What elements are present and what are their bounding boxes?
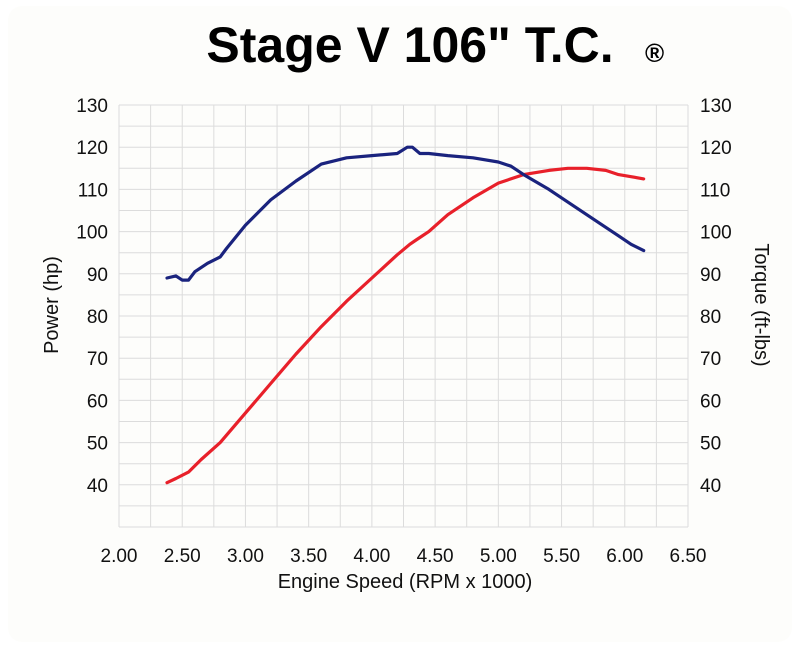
y-tick-label-left: 80 [87,307,108,328]
y-tick-label-left: 40 [87,476,108,497]
chart-title: Stage V 106" T.C. [206,17,613,73]
tick-labels: 2.00 2.50 3.00 3.50 4.00 4.50 5.00 5.50 6.00 6.50… [76,96,731,567]
registered-mark: ® [645,38,664,68]
y-tick-label-right: 70 [700,349,721,370]
series-line-1 [165,145,646,282]
chart-card [8,6,792,642]
y-tick-label-right: 110 [700,180,730,201]
y-axis-label-right: Torque (ft-lbs) [750,243,772,366]
x-tick-label: 4.50 [417,546,454,567]
y-tick-label-left: 70 [87,349,108,370]
y-tick-label-right: 130 [700,96,732,117]
y-tick-label-right: 80 [700,307,721,328]
x-tick-label: 3.50 [290,546,327,567]
y-axis-label-left: Power (hp) [41,256,63,354]
y-tick-label-right: 100 [700,223,732,244]
x-tick-label: 6.00 [606,546,643,567]
x-axis-label: Engine Speed (RPM x 1000) [278,571,533,593]
y-tick-label-right: 90 [700,265,721,286]
x-tick-label: 6.50 [670,546,707,567]
y-tick-label-left: 50 [87,434,108,455]
x-tick-label: 2.50 [164,546,201,567]
y-tick-label-right: 60 [700,391,721,412]
y-tick-label-left: 100 [76,223,108,244]
y-tick-label-left: 90 [87,265,108,286]
x-tick-label: 4.00 [353,546,390,567]
y-tick-label-left: 130 [76,96,108,117]
y-tick-label-right: 50 [700,434,721,455]
x-tick-label: 5.00 [480,546,517,567]
y-tick-label-left: 110 [78,180,108,201]
x-tick-label: 5.50 [543,546,580,567]
y-tick-label-right: 120 [700,138,732,159]
grid [118,104,689,528]
y-tick-label-left: 120 [76,138,108,159]
series-line-0 [165,166,646,485]
y-tick-label-left: 60 [87,391,108,412]
series-lines [165,145,646,485]
x-tick-label: 2.00 [101,546,138,567]
y-tick-label-right: 40 [700,476,721,497]
x-tick-label: 3.00 [227,546,264,567]
